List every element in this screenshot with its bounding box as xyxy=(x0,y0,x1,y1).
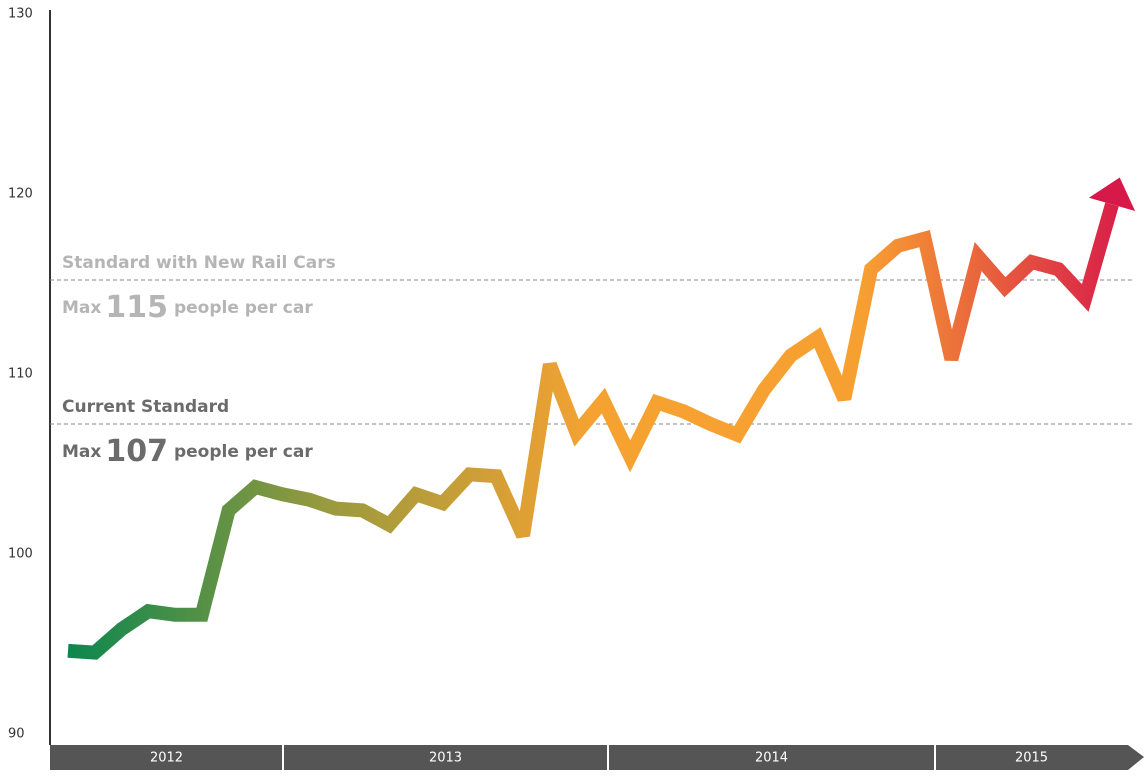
x-tick-label: 2015 xyxy=(1015,751,1048,766)
x-tick-label: 2012 xyxy=(150,751,183,766)
note-suffix: people per car xyxy=(174,442,313,462)
note-suffix: people per car xyxy=(174,298,313,318)
note-prefix: Max xyxy=(62,298,101,318)
note-value: 107 xyxy=(105,434,168,469)
y-tick-label: 90 xyxy=(8,727,25,742)
x-tick-label: 2013 xyxy=(429,751,462,766)
y-tick-label: 120 xyxy=(8,187,33,202)
x-tick-label: 2014 xyxy=(755,751,788,766)
arrow-head xyxy=(1088,177,1136,211)
note-value: 115 xyxy=(105,290,168,325)
y-tick-label: 130 xyxy=(8,7,33,22)
reference-label: Standard with New Rail Cars xyxy=(62,253,336,273)
x-axis-bar xyxy=(50,745,1144,770)
reference-note: Max 107 people per car xyxy=(62,434,313,469)
reference-label: Current Standard xyxy=(62,397,229,417)
note-prefix: Max xyxy=(62,442,101,462)
y-tick-label: 110 xyxy=(8,367,33,382)
reference-note: Max 115 people per car xyxy=(62,290,313,325)
data-line xyxy=(67,202,1119,660)
y-tick-label: 100 xyxy=(8,547,33,562)
